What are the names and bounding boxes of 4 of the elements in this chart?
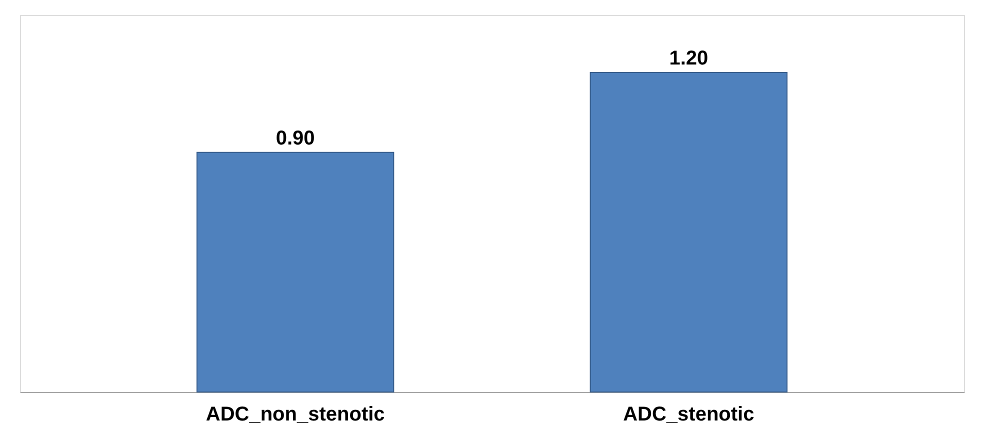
x-tick-label: ADC_stenotic bbox=[623, 404, 754, 426]
data-label: 0.90 bbox=[276, 127, 315, 150]
data-label: 1.20 bbox=[669, 48, 708, 70]
x-tick-label: ADC_non_stenotic bbox=[206, 404, 385, 426]
